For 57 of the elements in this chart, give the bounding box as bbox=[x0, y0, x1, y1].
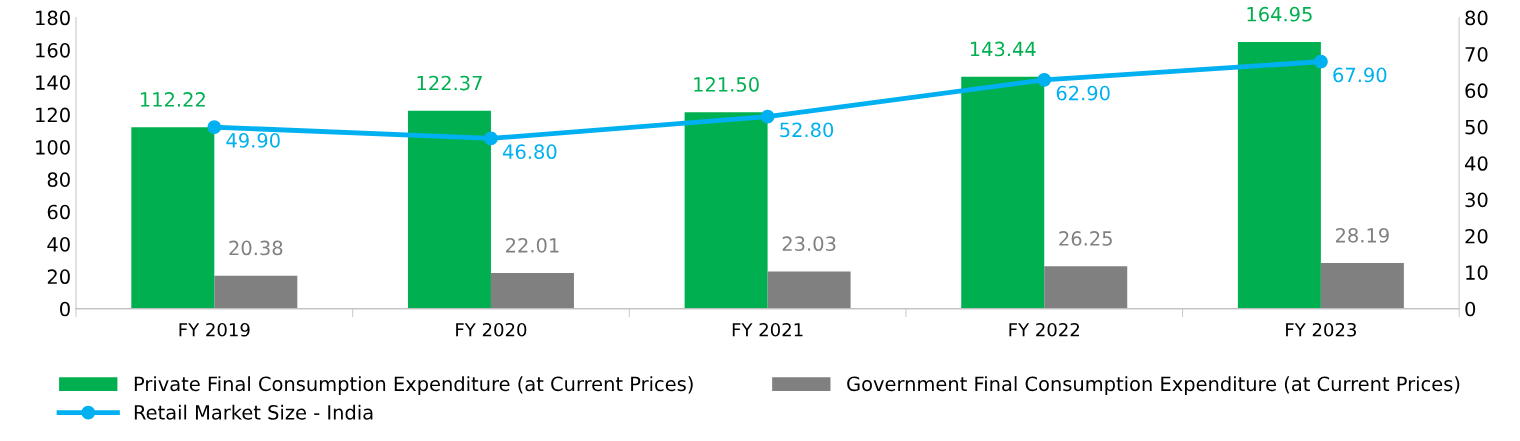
x-tick-label: FY 2019 bbox=[179, 322, 250, 337]
bar bbox=[767, 271, 851, 309]
y2-tick-label: 50 bbox=[1465, 119, 1488, 135]
point bbox=[207, 120, 222, 135]
y-tick-label: 180 bbox=[36, 10, 70, 26]
y-tick-label: 20 bbox=[47, 269, 70, 285]
point bbox=[760, 109, 775, 124]
y-tick-label: 160 bbox=[36, 42, 70, 58]
data-label: 143.44 bbox=[970, 41, 1036, 57]
y2-tick-label: 70 bbox=[1465, 46, 1488, 62]
y-tick-label: 40 bbox=[47, 236, 70, 252]
data-label: 112.22 bbox=[140, 92, 205, 107]
point bbox=[1037, 72, 1052, 87]
point bbox=[1313, 54, 1328, 69]
data-label: 23.03 bbox=[782, 236, 836, 252]
data-label: 28.19 bbox=[1335, 227, 1389, 243]
data-label: 67.90 bbox=[1333, 67, 1387, 83]
y2-tick-label: 40 bbox=[1465, 156, 1488, 171]
y-tick-label: 140 bbox=[36, 75, 70, 90]
bar bbox=[1237, 41, 1321, 309]
x-tick-label: FY 2023 bbox=[1286, 322, 1356, 337]
data-label: 52.80 bbox=[780, 122, 834, 138]
x-tick-label: FY 2021 bbox=[732, 322, 803, 337]
point bbox=[484, 131, 498, 146]
y-tick-label: 0 bbox=[60, 301, 70, 317]
bar bbox=[961, 76, 1045, 309]
y2-tick-label: 0 bbox=[1465, 301, 1476, 317]
y2-tick-label: 10 bbox=[1466, 265, 1488, 280]
data-label: 46.80 bbox=[503, 144, 557, 160]
legend-label: Government Final Consumption Expenditure (at Current Prices) bbox=[847, 376, 1460, 395]
y2-tick-label: 30 bbox=[1465, 192, 1488, 208]
data-label: 121.50 bbox=[694, 77, 759, 92]
data-label: 122.37 bbox=[417, 75, 482, 91]
y-tick-label: 120 bbox=[36, 107, 70, 123]
data-label: 62.90 bbox=[1056, 85, 1110, 101]
bar bbox=[1320, 263, 1404, 309]
x-tick-label: FY 2020 bbox=[456, 322, 527, 337]
data-label: 20.38 bbox=[229, 240, 283, 256]
y-tick-label: 60 bbox=[47, 204, 70, 220]
legend-label: Private Final Consumption Expenditure (at Current Prices) bbox=[134, 376, 693, 395]
y2-tick-label: 20 bbox=[1465, 228, 1488, 244]
bar bbox=[214, 275, 298, 309]
data-label: 26.25 bbox=[1059, 231, 1112, 246]
bar bbox=[1044, 266, 1128, 309]
legend-label: Retail Market Size - India bbox=[134, 404, 373, 420]
data-label: 164.95 bbox=[1247, 6, 1312, 22]
y-tick-label: 80 bbox=[47, 172, 70, 187]
data-label: 49.90 bbox=[226, 133, 280, 148]
y2-tick-label: 60 bbox=[1465, 83, 1488, 99]
bar bbox=[684, 112, 768, 309]
bar bbox=[131, 127, 215, 309]
data-label: 22.01 bbox=[506, 237, 559, 253]
y-tick-label: 100 bbox=[36, 139, 70, 155]
y2-tick-label: 80 bbox=[1465, 10, 1488, 26]
bar bbox=[490, 273, 574, 309]
x-tick-label: FY 2022 bbox=[1009, 322, 1079, 337]
bar bbox=[407, 110, 491, 309]
